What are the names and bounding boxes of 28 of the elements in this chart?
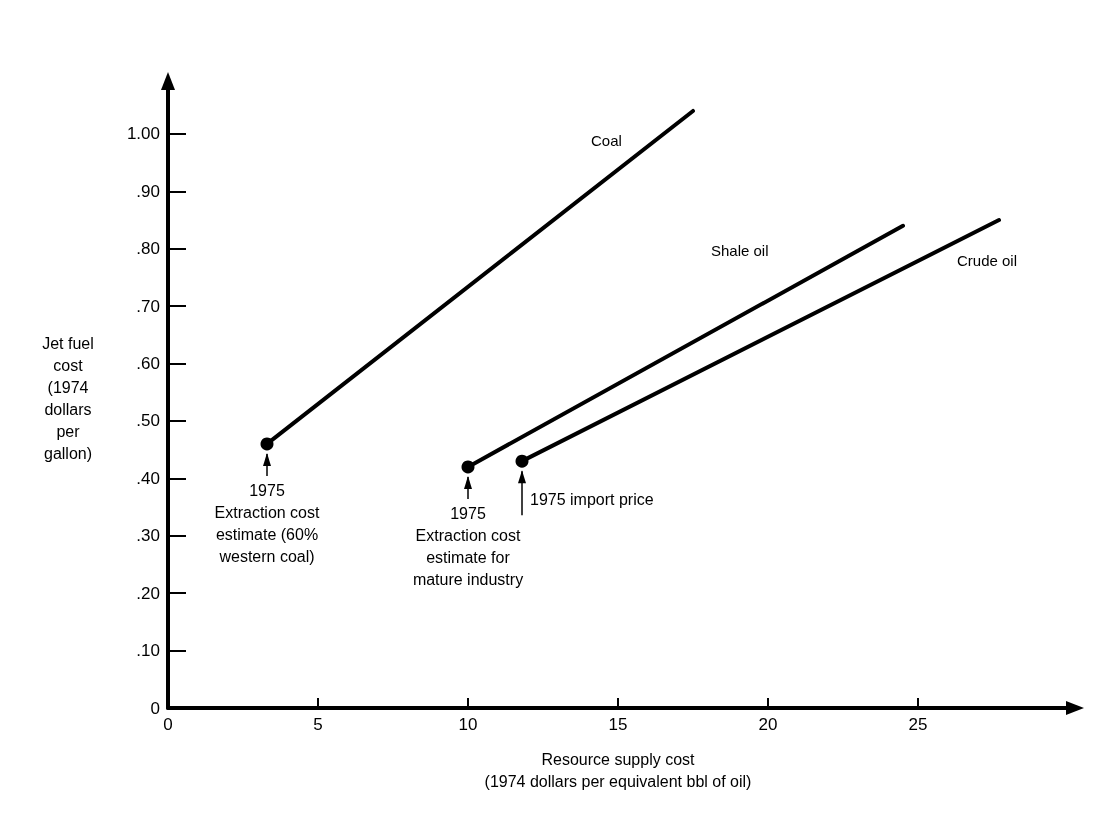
y-tick-label: .50: [136, 411, 160, 431]
y-tick-label: .20: [136, 583, 160, 603]
annotation: 1975 Extraction cost estimate (60% western coal): [214, 482, 321, 566]
y-axis-title: Jet fuel cost (1974 dollars per gallon): [42, 334, 94, 462]
series-label: Crude oil: [957, 251, 1018, 269]
y-tick-label: .40: [136, 468, 160, 488]
x-tick-label: 10: [458, 715, 478, 734]
series-label: Coal: [591, 132, 622, 150]
point: [461, 460, 475, 474]
y-tick-label: .70: [136, 296, 160, 316]
x-tick-label: 20: [758, 715, 778, 734]
y-tick-label: .10: [136, 641, 160, 661]
y-tick-label: .80: [136, 239, 160, 259]
x-axis-title: Resource supply cost (1974 dollars per equivalent bbl of oil): [484, 750, 752, 790]
point: [260, 437, 274, 451]
annotation: 1975 Extraction cost estimate for mature industry: [412, 505, 524, 589]
annotation: 1975 import price: [530, 490, 654, 508]
y-tick-label: .90: [136, 181, 160, 201]
x-tick-label: 5: [313, 715, 323, 734]
y-tick-label: 1.00: [126, 124, 160, 144]
text: Shale oil: [711, 242, 769, 260]
y-tick-label: .30: [136, 526, 160, 546]
point: [515, 454, 529, 468]
y-tick-label: .60: [136, 354, 160, 374]
x-tick-label: 0: [163, 715, 173, 734]
y-tick-label: 0: [150, 698, 160, 718]
x-tick-label: 15: [608, 715, 628, 734]
x-tick-label: 25: [908, 715, 928, 734]
